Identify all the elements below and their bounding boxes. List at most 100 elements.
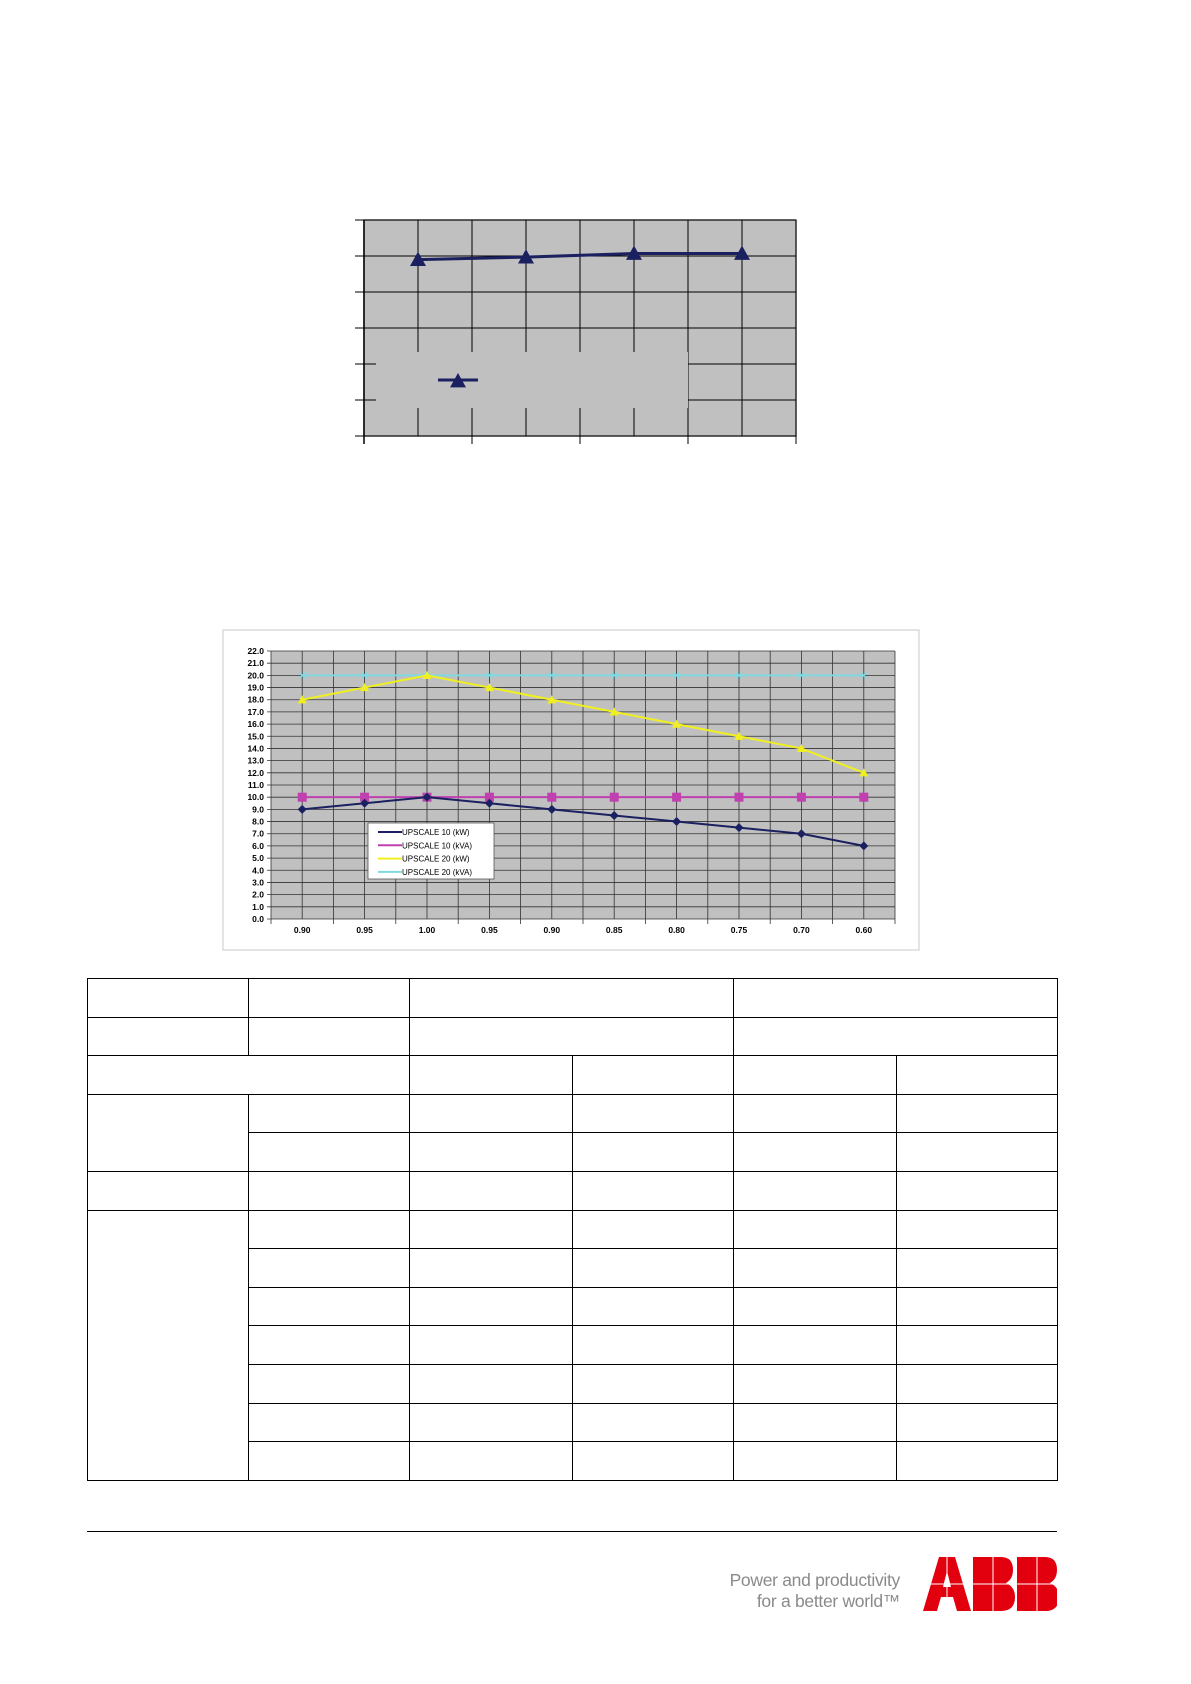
table-cell (733, 1209, 897, 1250)
table-cell (896, 1441, 1058, 1481)
table-cell (896, 1363, 1058, 1404)
data-point (485, 671, 493, 679)
table-row (88, 1363, 1058, 1404)
x-tick-label: 1.00 (419, 925, 436, 935)
x-tick-label: 0.90 (544, 925, 561, 935)
data-point (360, 798, 370, 808)
x-tick-label: 0.60 (856, 925, 873, 935)
data-point (484, 683, 494, 692)
y-tick-label: 11.0 (248, 780, 264, 790)
table-cell (572, 1132, 734, 1172)
table-row (88, 1248, 1058, 1288)
y-tick-label: 10.0 (247, 792, 264, 802)
data-point (860, 671, 868, 679)
table-cell (87, 1209, 249, 1481)
table-cell (248, 1016, 410, 1057)
y-tick-label: 3.0 (252, 877, 264, 887)
table-cell (248, 1170, 410, 1211)
y-tick-label: 15.0 (247, 731, 264, 741)
y-tick-label: 12.0 (247, 768, 264, 778)
y-tick-label: 18.0 (247, 695, 264, 705)
data-point (734, 823, 744, 833)
data-point (796, 792, 806, 802)
table-cell (896, 1248, 1058, 1288)
data-point (796, 743, 806, 753)
x-tick-label: 0.95 (481, 925, 498, 935)
table-row (87, 1209, 1058, 1481)
table-cell (87, 1016, 249, 1057)
data-point (859, 841, 869, 851)
table-cell (572, 1055, 734, 1095)
y-tick-label: 8.0 (252, 817, 264, 827)
y-tick-label: 20.0 (247, 670, 264, 680)
table-cell (572, 1248, 734, 1288)
data-point (547, 804, 557, 814)
table-cell (248, 1402, 410, 1443)
data-point (422, 792, 432, 802)
table-cell (896, 1093, 1058, 1134)
table-cell (733, 1402, 897, 1443)
table-cell (733, 1441, 897, 1481)
data-point (422, 670, 432, 679)
table-cell (733, 1016, 1058, 1057)
table-cell (409, 1093, 573, 1134)
table-cell (248, 1132, 410, 1172)
table-cell (409, 1170, 573, 1211)
table-cell (572, 1325, 734, 1365)
y-tick-label: 22.0 (247, 646, 264, 656)
y-tick-label: 4.0 (252, 865, 264, 875)
footer-tagline: Power and productivity for a better worl… (690, 1570, 901, 1612)
table-cell (896, 1325, 1058, 1365)
table-cell (896, 1209, 1058, 1250)
table-cell (896, 1132, 1058, 1172)
data-point (626, 245, 642, 260)
table-cell (409, 1402, 573, 1443)
data-point (735, 671, 743, 679)
table-cell (572, 1363, 734, 1404)
footer-divider (87, 1531, 1057, 1532)
data-point (859, 768, 869, 777)
data-point (518, 249, 534, 264)
table-cell (409, 1132, 573, 1172)
table-cell (733, 1132, 897, 1172)
x-tick-label: 0.85 (606, 925, 623, 935)
table-cell (733, 1170, 897, 1211)
table-cell (409, 1055, 573, 1095)
table-cell (409, 1441, 573, 1481)
table-cell (409, 978, 734, 1018)
data-point (859, 792, 869, 802)
y-tick-label: 2.0 (252, 890, 264, 900)
x-tick-label: 0.70 (793, 925, 810, 935)
data-point (297, 695, 307, 704)
table-cell (733, 1325, 897, 1365)
y-tick-label: 9.0 (252, 804, 264, 814)
data-point (673, 671, 681, 679)
data-point (734, 731, 744, 740)
data-point (484, 792, 494, 802)
data-point (484, 798, 494, 808)
y-tick-label: 7.0 (252, 829, 264, 839)
table-row (88, 1132, 1058, 1172)
data-point (609, 792, 619, 802)
table-row (87, 1170, 1058, 1211)
data-point (422, 792, 432, 802)
table-cell (733, 1286, 897, 1327)
y-tick-label: 1.0 (252, 902, 264, 912)
table-cell (572, 1170, 734, 1211)
table-cell (248, 1209, 410, 1250)
series-line (417, 251, 742, 262)
table-row (88, 1441, 1058, 1481)
table-cell (248, 1286, 410, 1327)
data-point (610, 671, 618, 679)
table-cell (896, 1055, 1058, 1095)
table-cell (87, 1093, 249, 1172)
table-cell (87, 1055, 410, 1095)
y-tick-label: 14.0 (247, 743, 264, 753)
data-point (410, 251, 426, 266)
table-cell (409, 1286, 573, 1327)
data-point (797, 671, 805, 679)
data-point (297, 792, 307, 802)
data-point (547, 792, 557, 802)
y-tick-label: 16.0 (247, 719, 264, 729)
data-point (298, 671, 306, 679)
